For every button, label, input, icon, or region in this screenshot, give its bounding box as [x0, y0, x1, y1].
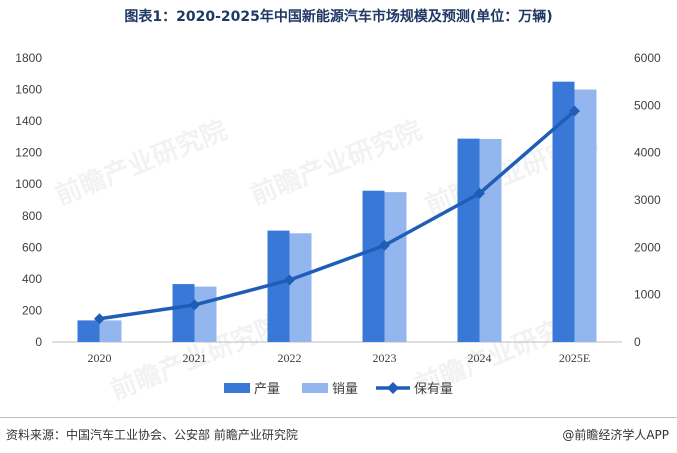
- y-right-tick-label: 3000: [634, 193, 661, 207]
- y-left-tick-label: 1800: [15, 51, 42, 65]
- x-tick-label: 2025E: [559, 351, 590, 365]
- ownership-point: [379, 239, 390, 251]
- y-left-tick-label: 1600: [15, 83, 42, 97]
- y-left-tick-label: 0: [35, 335, 42, 349]
- brand-label: @前瞻经济学人APP: [562, 428, 669, 442]
- sales-bar: [289, 233, 312, 342]
- y-left-tick-label: 200: [22, 303, 42, 317]
- y-right-tick-label: 2000: [634, 240, 661, 254]
- footer-divider: [0, 417, 677, 418]
- y-right-tick-label: 5000: [634, 98, 661, 112]
- y-right-tick-label: 0: [634, 335, 641, 349]
- x-tick-label: 2022: [278, 351, 302, 365]
- source-note: 资料来源：中国汽车工业协会、公安部 前瞻产业研究院: [6, 428, 298, 442]
- legend-swatch-sales: [302, 383, 328, 393]
- y-left-tick-label: 800: [22, 209, 42, 223]
- production-bar: [457, 138, 480, 342]
- production-bar: [77, 320, 100, 342]
- sales-bar: [194, 286, 217, 342]
- sales-bar: [574, 89, 597, 342]
- x-tick-label: 2021: [183, 351, 207, 365]
- ownership-point: [569, 105, 580, 117]
- ownership-point: [94, 313, 105, 325]
- x-tick-label: 2020: [88, 351, 112, 365]
- production-bar: [172, 284, 195, 342]
- ownership-point: [284, 274, 295, 286]
- y-right-tick-label: 1000: [634, 288, 661, 302]
- legend-marker-ownership: [387, 382, 399, 394]
- y-left-tick-label: 1200: [15, 146, 42, 160]
- legend-label-production: 产量: [254, 382, 280, 397]
- axes: 0 200 400 600 800 1000 1200 1400 1600 1800 0 1000 20…: [15, 51, 661, 365]
- x-tick-label: 2023: [373, 351, 397, 365]
- legend-label-sales: 销量: [332, 382, 358, 397]
- y-left-tick-label: 400: [22, 272, 42, 286]
- x-tick-label: 2024: [468, 351, 492, 365]
- production-bar: [267, 230, 290, 342]
- ownership-line: [99, 109, 576, 321]
- sales-bar: [99, 320, 122, 342]
- y-left-tick-label: 600: [22, 240, 42, 254]
- y-right-tick-label: 4000: [634, 146, 661, 160]
- ownership-point: [474, 187, 485, 199]
- bars: [77, 81, 597, 343]
- sales-bar: [384, 192, 407, 342]
- legend-label-ownership: 保有量: [414, 382, 453, 397]
- watermark-text: 前瞻产业研究院: [51, 115, 231, 212]
- legend: 产量 销量 保有量: [224, 382, 453, 397]
- y-right-tick-label: 6000: [634, 51, 661, 65]
- production-bar: [362, 190, 385, 342]
- chart-title: 图表1：2020-2025年中国新能源汽车市场规模及预测(单位：万辆): [124, 9, 553, 25]
- y-left-tick-label: 1000: [15, 177, 42, 191]
- sales-bar: [479, 138, 502, 342]
- ownership-line-group: [94, 105, 580, 325]
- ownership-point: [189, 299, 200, 311]
- y-left-tick-label: 1400: [15, 114, 42, 128]
- legend-swatch-production: [224, 383, 250, 393]
- production-bar: [552, 81, 575, 343]
